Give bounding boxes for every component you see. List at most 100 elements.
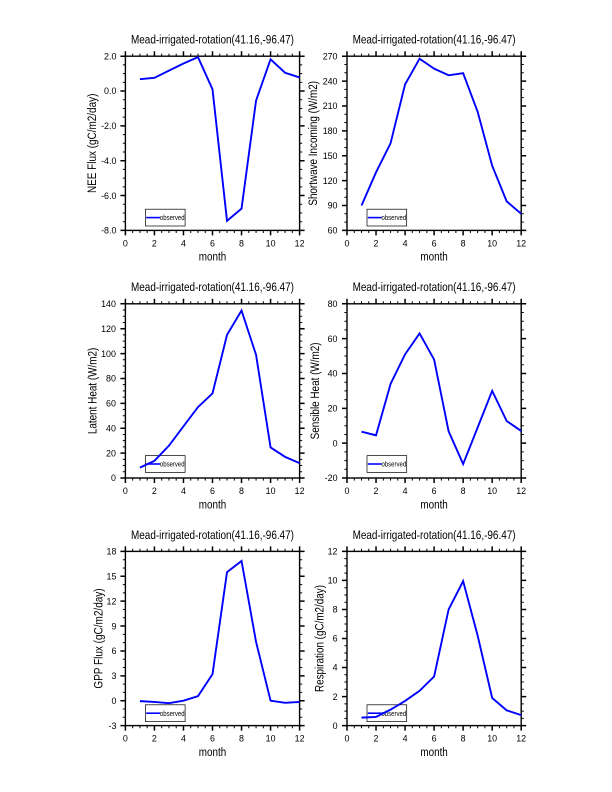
svg-text:observed: observed — [160, 709, 185, 718]
svg-text:60: 60 — [328, 334, 338, 344]
svg-text:40: 40 — [106, 423, 116, 433]
svg-text:80: 80 — [106, 374, 116, 384]
svg-text:NEE Flux (gC/m2/day): NEE Flux (gC/m2/day) — [85, 94, 99, 193]
svg-text:10: 10 — [487, 239, 497, 249]
svg-text:6: 6 — [210, 734, 215, 744]
svg-text:-4.0: -4.0 — [101, 156, 116, 166]
svg-text:4: 4 — [181, 486, 186, 496]
svg-text:60: 60 — [328, 226, 338, 236]
svg-text:150: 150 — [323, 151, 338, 161]
svg-text:12: 12 — [516, 486, 526, 496]
svg-text:-8.0: -8.0 — [101, 226, 116, 236]
svg-text:0: 0 — [123, 239, 128, 249]
svg-text:8: 8 — [461, 239, 466, 249]
svg-text:12: 12 — [516, 734, 526, 744]
svg-text:12: 12 — [295, 239, 305, 249]
svg-text:8: 8 — [461, 486, 466, 496]
svg-text:6: 6 — [210, 486, 215, 496]
svg-text:month: month — [420, 250, 447, 264]
svg-text:4: 4 — [333, 663, 338, 673]
svg-text:3: 3 — [111, 671, 116, 681]
svg-text:0.0: 0.0 — [104, 86, 116, 96]
svg-text:0: 0 — [333, 438, 338, 448]
svg-text:month: month — [420, 497, 447, 511]
svg-text:0: 0 — [111, 696, 116, 706]
svg-text:month: month — [199, 745, 226, 759]
svg-text:2: 2 — [374, 486, 379, 496]
svg-text:4: 4 — [403, 486, 408, 496]
svg-text:8: 8 — [239, 734, 244, 744]
svg-text:Latent Heat (W/m2): Latent Heat (W/m2) — [86, 348, 100, 435]
svg-text:4: 4 — [181, 239, 186, 249]
svg-text:40: 40 — [328, 369, 338, 379]
svg-text:8: 8 — [333, 605, 338, 615]
svg-text:240: 240 — [323, 76, 338, 86]
svg-text:6: 6 — [333, 634, 338, 644]
svg-text:0: 0 — [123, 734, 128, 744]
svg-text:0: 0 — [123, 486, 128, 496]
svg-text:Sensible Heat (W/m2): Sensible Heat (W/m2) — [308, 342, 322, 439]
svg-text:2: 2 — [333, 692, 338, 702]
svg-text:Mead-irrigated-rotation(41.16,: Mead-irrigated-rotation(41.16,-96.47) — [131, 528, 294, 542]
svg-text:4: 4 — [403, 734, 408, 744]
svg-text:month: month — [420, 745, 447, 759]
svg-text:-6.0: -6.0 — [101, 191, 116, 201]
svg-text:8: 8 — [239, 486, 244, 496]
svg-text:observed: observed — [160, 213, 185, 222]
svg-text:observed: observed — [382, 460, 407, 469]
svg-text:-20: -20 — [325, 473, 338, 483]
svg-text:month: month — [199, 250, 226, 264]
svg-text:Mead-irrigated-rotation(41.16,: Mead-irrigated-rotation(41.16,-96.47) — [131, 280, 294, 294]
svg-text:100: 100 — [101, 349, 116, 359]
svg-text:0: 0 — [111, 473, 116, 483]
svg-text:2.0: 2.0 — [104, 51, 116, 61]
svg-text:0: 0 — [345, 239, 350, 249]
svg-text:4: 4 — [403, 239, 408, 249]
svg-text:12: 12 — [328, 547, 338, 557]
svg-text:8: 8 — [239, 239, 244, 249]
svg-text:90: 90 — [328, 201, 338, 211]
svg-text:140: 140 — [101, 299, 116, 309]
svg-text:10: 10 — [266, 486, 276, 496]
svg-text:12: 12 — [107, 596, 117, 606]
svg-text:observed: observed — [160, 460, 185, 469]
svg-text:GPP Flux (gC/m2/day): GPP Flux (gC/m2/day) — [92, 588, 106, 688]
svg-text:Respiration (gC/m2/day): Respiration (gC/m2/day) — [313, 585, 327, 692]
svg-text:Mead-irrigated-rotation(41.16,: Mead-irrigated-rotation(41.16,-96.47) — [131, 33, 294, 47]
svg-text:month: month — [199, 497, 226, 511]
svg-text:6: 6 — [432, 239, 437, 249]
svg-text:10: 10 — [328, 576, 338, 586]
svg-text:6: 6 — [210, 239, 215, 249]
svg-text:120: 120 — [323, 176, 338, 186]
svg-text:6: 6 — [432, 734, 437, 744]
svg-text:9: 9 — [111, 621, 116, 631]
svg-text:10: 10 — [266, 734, 276, 744]
svg-text:60: 60 — [106, 399, 116, 409]
svg-text:12: 12 — [516, 239, 526, 249]
svg-text:2: 2 — [152, 486, 157, 496]
svg-text:20: 20 — [106, 448, 116, 458]
svg-text:18: 18 — [107, 547, 117, 557]
svg-text:10: 10 — [487, 486, 497, 496]
svg-text:8: 8 — [461, 734, 466, 744]
svg-text:12: 12 — [295, 734, 305, 744]
svg-text:120: 120 — [101, 324, 116, 334]
svg-text:2: 2 — [374, 734, 379, 744]
svg-text:2: 2 — [152, 239, 157, 249]
svg-text:180: 180 — [323, 126, 338, 136]
svg-text:-2.0: -2.0 — [101, 121, 116, 131]
svg-text:2: 2 — [374, 239, 379, 249]
svg-text:0: 0 — [345, 734, 350, 744]
svg-text:10: 10 — [487, 734, 497, 744]
svg-text:Mead-irrigated-rotation(41.16,: Mead-irrigated-rotation(41.16,-96.47) — [353, 280, 516, 294]
svg-text:10: 10 — [266, 239, 276, 249]
svg-text:80: 80 — [328, 299, 338, 309]
svg-text:270: 270 — [323, 51, 338, 61]
svg-text:0: 0 — [345, 486, 350, 496]
svg-text:20: 20 — [328, 404, 338, 414]
svg-text:4: 4 — [181, 734, 186, 744]
svg-text:6: 6 — [432, 486, 437, 496]
svg-text:observed: observed — [382, 213, 407, 222]
svg-text:210: 210 — [323, 101, 338, 111]
svg-text:Mead-irrigated-rotation(41.16,: Mead-irrigated-rotation(41.16,-96.47) — [353, 528, 516, 542]
